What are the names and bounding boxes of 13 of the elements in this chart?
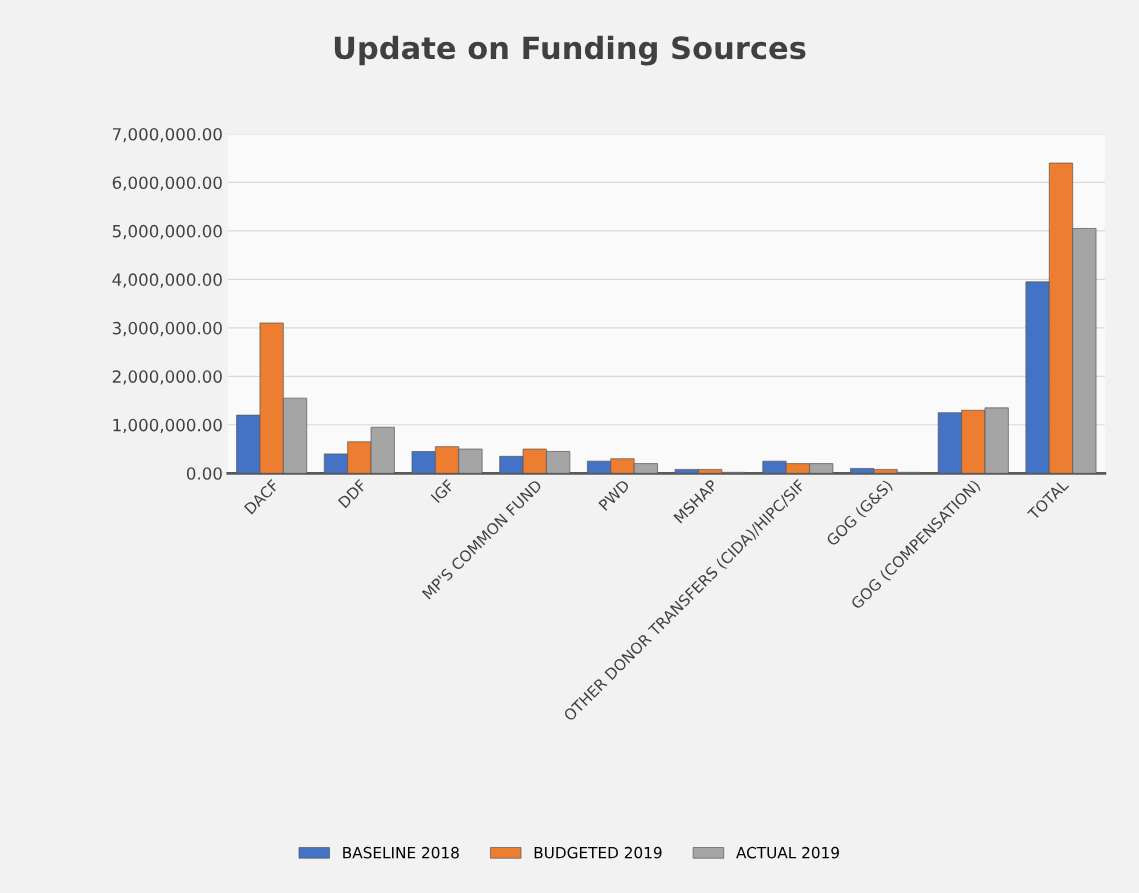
chart-title: Update on Funding Sources xyxy=(334,35,806,66)
y-tick-label: 7,000,000.00 xyxy=(112,127,222,143)
legend-label: ACTUAL 2019 xyxy=(736,846,839,859)
y-tick-label: 5,000,000.00 xyxy=(112,224,222,240)
x-tick-label: IGF xyxy=(430,478,455,504)
legend-label: BUDGETED 2019 xyxy=(534,846,662,859)
y-tick-label: 2,000,000.00 xyxy=(112,370,222,385)
y-tick-label: 6,000,000.00 xyxy=(112,176,222,191)
y-tick-label: 0.00 xyxy=(186,467,222,480)
legend-label: BASELINE 2018 xyxy=(343,846,459,859)
y-tick-label: 4,000,000.00 xyxy=(112,273,222,288)
y-tick-label: 3,000,000.00 xyxy=(112,321,222,337)
y-tick-label: 1,000,000.00 xyxy=(113,418,222,434)
